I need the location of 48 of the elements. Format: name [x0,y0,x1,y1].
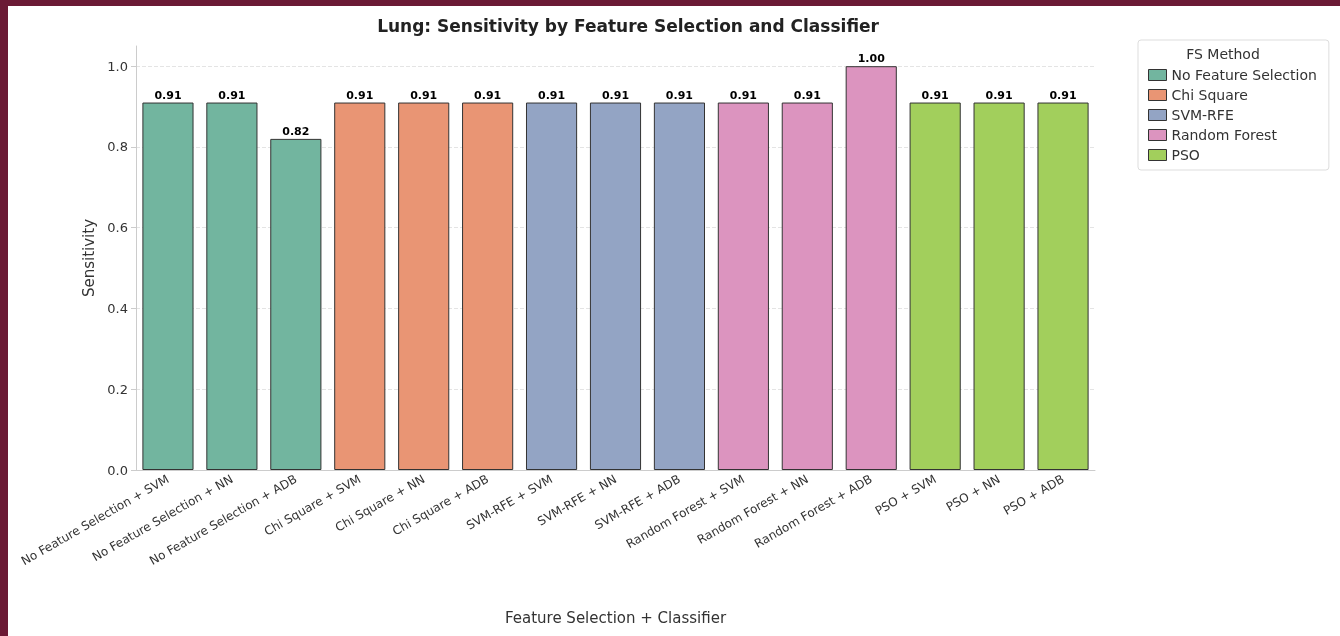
legend-label: No Feature Selection [1171,67,1317,83]
y-tick-label: 0.8 [107,139,128,155]
data-label: 0.91 [538,88,566,102]
data-label: 0.91 [921,88,949,102]
data-label: 1.00 [857,52,886,66]
data-label: 0.91 [601,88,630,102]
bar [398,102,450,470]
bar [653,102,706,470]
data-label: 0.91 [218,88,246,102]
data-label: 0.91 [665,88,693,102]
bar [142,102,194,470]
chart-title: Lung: Sensitivity by Feature Selection and Classifier [377,15,880,36]
bar [334,102,386,470]
bar [525,102,578,470]
legend-label: Random Forest [1171,127,1278,143]
y-tick-label: 0.0 [107,462,128,478]
data-label: 0.91 [410,88,438,102]
y-tick-label: 0.6 [107,220,128,236]
x-tick-label: PSO + ADB [1001,471,1067,518]
bar [909,102,961,470]
x-tick-label: PSO + SVM [872,471,939,519]
y-axis-title: Sensitivity [79,218,98,298]
bar [781,102,833,470]
bar [845,66,897,470]
data-label: 0.91 [346,88,374,102]
legend-title: FS Method [1186,46,1260,62]
data-label: 0.91 [154,88,182,102]
legend-label: Chi Square [1171,87,1248,103]
legend-label: PSO [1171,147,1200,163]
legend-label: SVM-RFE [1171,107,1234,123]
bar [1037,102,1089,470]
bar [270,138,322,470]
y-tick-label: 1.0 [107,58,128,74]
data-label: 0.82 [282,124,310,138]
bar [462,102,514,470]
y-tick-label: 0.4 [107,300,128,316]
data-label: 0.91 [474,88,502,102]
bar [589,102,642,470]
y-tick-label: 0.2 [107,381,128,397]
x-tick-label: PSO + NN [943,471,1003,514]
bar [206,102,258,470]
data-label: 0.91 [1049,88,1077,102]
data-label: 0.91 [729,88,757,102]
bar [717,102,769,470]
bar [973,102,1025,470]
data-label: 0.91 [985,88,1013,102]
data-label: 0.91 [793,88,821,102]
x-axis-title: Feature Selection + Classifier [504,608,727,627]
